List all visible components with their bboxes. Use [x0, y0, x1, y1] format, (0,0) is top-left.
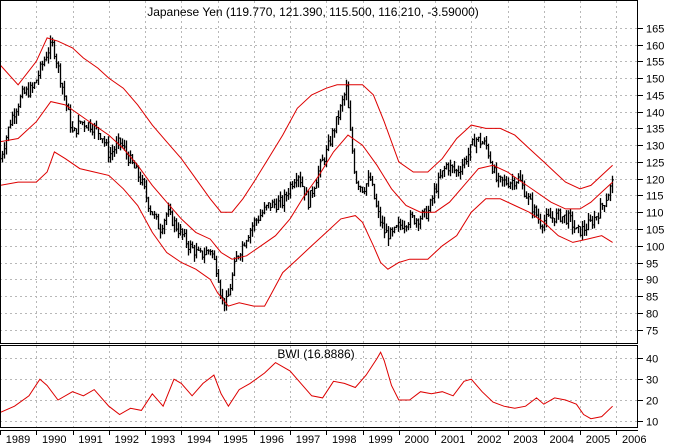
- y-tick-label: 155: [646, 57, 664, 69]
- y-tick-label: 20: [646, 396, 658, 408]
- x-tick-label: 1992: [115, 434, 139, 446]
- bwi-line: [0, 351, 613, 420]
- x-tick-label: 1989: [6, 434, 30, 446]
- x-tick-label: 2000: [405, 434, 429, 446]
- y-tick-label: 95: [646, 259, 658, 271]
- bollinger-bands: [0, 37, 613, 307]
- upper-band-line: [0, 37, 613, 213]
- middle-band-line: [0, 101, 613, 260]
- x-tick-label: 1993: [151, 434, 175, 446]
- x-tick-label: 1999: [368, 434, 392, 446]
- y-tick-label: 75: [646, 326, 658, 338]
- y-tick-label: 110: [646, 208, 664, 220]
- bwi-y-ticks: 10 20 30 40: [638, 354, 658, 429]
- price-chart-title: Japanese Yen (119.770, 121.390, 115.500,…: [147, 5, 479, 19]
- x-tick-label: 2004: [550, 434, 574, 446]
- x-tick-label: 1994: [187, 434, 211, 446]
- y-tick-label: 120: [646, 175, 664, 187]
- y-tick-label: 40: [646, 354, 658, 366]
- y-tick-label: 80: [646, 309, 658, 321]
- x-tick-label: 1996: [260, 434, 284, 446]
- x-tick-label: 2002: [477, 434, 501, 446]
- x-tick-label: 1998: [332, 434, 356, 446]
- bwi-gridlines: [0, 346, 638, 427]
- y-tick-label: 90: [646, 275, 658, 287]
- x-tick-label: 2003: [513, 434, 537, 446]
- x-tick-label: 1997: [296, 434, 320, 446]
- y-tick-label: 130: [646, 141, 664, 153]
- bwi-series: [0, 351, 613, 420]
- y-tick-label: 115: [646, 191, 664, 203]
- price-bars: [0, 35, 614, 312]
- x-tick-label: 1991: [78, 434, 102, 446]
- bwi-panel-frame: [0, 345, 638, 428]
- price-panel-frame: [0, 0, 638, 344]
- y-tick-label: 160: [646, 41, 664, 53]
- price-y-ticks: 75 80 85 90 95 100 105 110 115 120 125 130 135 140 145…: [638, 24, 664, 338]
- x-tick-label: 1995: [223, 434, 247, 446]
- x-ticks: 1989 1990 1991 1992 1993 1994 1995 1996 1997 1998…: [0, 430, 646, 446]
- y-tick-label: 150: [646, 74, 664, 86]
- y-tick-label: 105: [646, 225, 664, 237]
- lower-band-line: [0, 151, 613, 307]
- y-tick-label: 100: [646, 242, 664, 254]
- y-tick-label: 30: [646, 375, 658, 387]
- x-tick-label: 1990: [42, 434, 66, 446]
- y-tick-label: 10: [646, 417, 658, 429]
- y-tick-label: 165: [646, 24, 664, 36]
- x-tick-label: 2006: [622, 434, 646, 446]
- y-tick-label: 85: [646, 292, 658, 304]
- y-tick-label: 125: [646, 158, 664, 170]
- x-tick-label: 2005: [586, 434, 610, 446]
- y-tick-label: 140: [646, 108, 664, 120]
- y-tick-label: 135: [646, 124, 664, 136]
- x-tick-label: 2001: [441, 434, 465, 446]
- bwi-chart-title: BWI (16.8886): [277, 347, 354, 361]
- price-gridlines: [0, 1, 638, 343]
- y-tick-label: 145: [646, 91, 664, 103]
